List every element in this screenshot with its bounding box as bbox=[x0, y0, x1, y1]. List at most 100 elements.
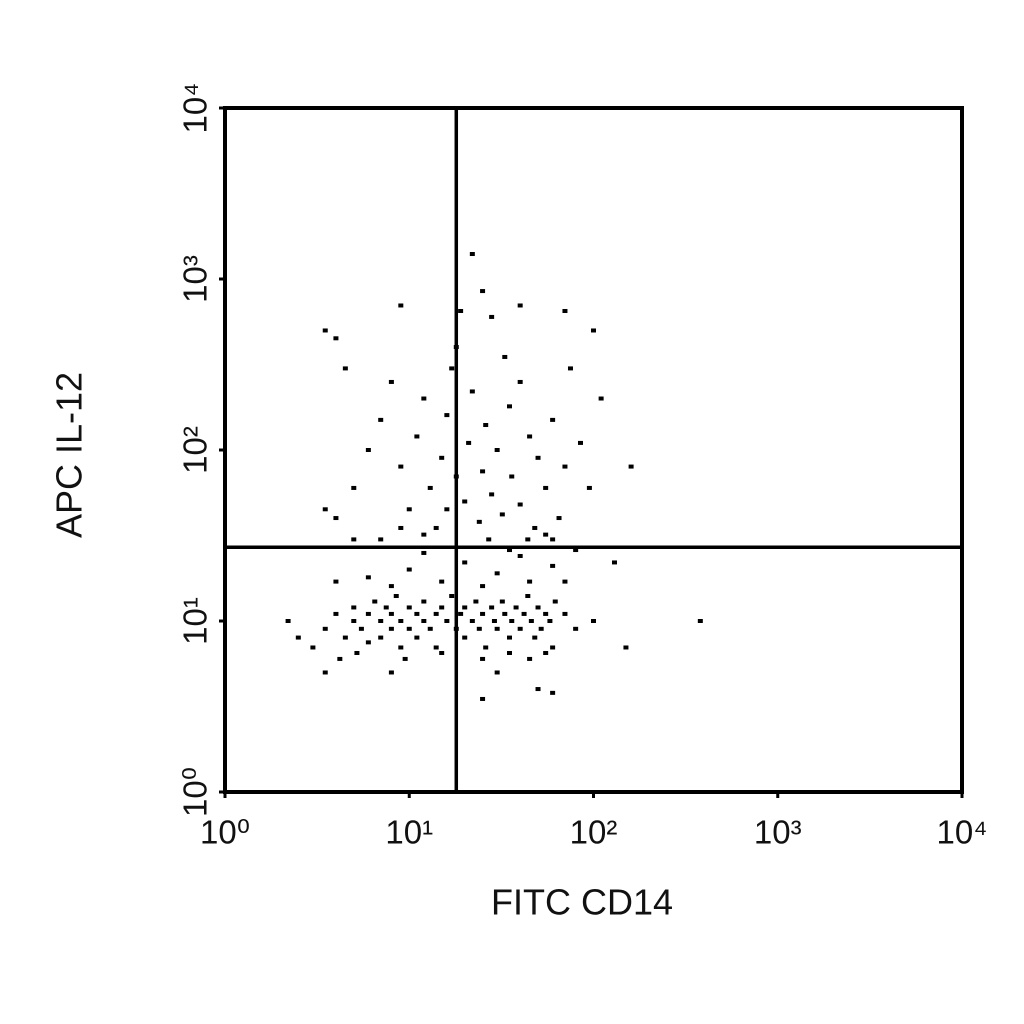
data-point bbox=[333, 336, 339, 341]
data-point bbox=[421, 619, 427, 623]
data-point bbox=[535, 687, 541, 692]
data-point bbox=[480, 656, 486, 661]
data-point bbox=[351, 537, 357, 542]
data-point bbox=[398, 619, 404, 623]
data-point bbox=[521, 611, 527, 616]
data-point bbox=[506, 635, 512, 640]
data-point bbox=[494, 571, 500, 576]
data-point bbox=[517, 379, 523, 384]
x-tick-label: 10³ bbox=[754, 814, 802, 851]
data-point bbox=[342, 366, 348, 371]
data-point bbox=[489, 605, 495, 610]
data-point bbox=[509, 474, 515, 479]
data-point bbox=[433, 611, 439, 616]
data-point bbox=[543, 485, 549, 490]
y-tick-label: 10⁰ bbox=[177, 767, 214, 817]
data-point bbox=[462, 605, 468, 610]
data-point bbox=[586, 485, 592, 490]
data-point bbox=[378, 417, 384, 422]
data-point bbox=[372, 599, 378, 604]
data-point bbox=[525, 594, 531, 599]
data-point bbox=[550, 690, 556, 695]
data-point bbox=[562, 464, 568, 469]
data-point bbox=[480, 584, 486, 589]
data-point bbox=[543, 611, 549, 616]
data-point bbox=[462, 635, 468, 640]
data-point bbox=[598, 396, 604, 401]
y-tick-label: 10⁴ bbox=[177, 83, 214, 134]
data-point bbox=[444, 619, 450, 623]
data-point bbox=[378, 619, 384, 623]
data-point bbox=[333, 516, 339, 521]
data-point bbox=[628, 464, 634, 469]
data-point bbox=[517, 553, 523, 558]
data-point bbox=[480, 611, 486, 616]
data-point bbox=[527, 434, 533, 439]
data-point bbox=[406, 567, 412, 572]
x-tick-label: 10² bbox=[570, 814, 618, 851]
data-point bbox=[499, 599, 505, 604]
data-point bbox=[476, 626, 482, 631]
y-tick-label: 10³ bbox=[177, 255, 214, 303]
y-tick-label: 10¹ bbox=[177, 597, 214, 645]
data-point bbox=[351, 605, 357, 610]
data-point bbox=[697, 619, 703, 623]
data-point bbox=[562, 611, 568, 616]
data-point bbox=[532, 635, 538, 640]
data-point bbox=[517, 303, 523, 308]
plot-frame bbox=[223, 106, 964, 794]
data-point bbox=[333, 579, 339, 584]
data-point bbox=[547, 619, 553, 623]
data-point bbox=[406, 626, 412, 631]
data-point bbox=[528, 619, 534, 623]
data-point bbox=[433, 645, 439, 650]
data-point bbox=[439, 605, 445, 610]
data-point bbox=[473, 599, 479, 604]
data-point bbox=[406, 507, 412, 512]
data-point bbox=[427, 485, 433, 490]
data-point bbox=[322, 507, 328, 512]
data-point bbox=[398, 303, 404, 308]
data-point bbox=[406, 605, 412, 610]
data-point bbox=[489, 314, 495, 319]
data-point bbox=[494, 670, 500, 675]
data-point bbox=[535, 605, 541, 610]
data-point bbox=[439, 455, 445, 460]
x-tick-label: 10⁰ bbox=[200, 814, 250, 851]
data-point bbox=[494, 626, 500, 631]
data-point bbox=[421, 532, 427, 537]
data-point bbox=[513, 605, 519, 610]
data-point bbox=[502, 354, 508, 359]
data-point bbox=[469, 252, 475, 257]
data-point bbox=[342, 635, 348, 640]
data-point bbox=[421, 396, 427, 401]
data-point bbox=[502, 611, 508, 616]
data-point bbox=[439, 650, 445, 655]
data-point bbox=[388, 584, 394, 589]
data-point bbox=[444, 507, 450, 512]
data-point bbox=[527, 579, 533, 584]
data-point bbox=[469, 619, 475, 623]
data-point bbox=[494, 448, 500, 452]
data-point bbox=[322, 328, 328, 333]
data-point bbox=[550, 537, 556, 542]
x-tick-label: 10¹ bbox=[385, 814, 433, 851]
data-point bbox=[402, 656, 408, 661]
data-point bbox=[365, 640, 371, 645]
data-point bbox=[517, 502, 523, 507]
data-point bbox=[480, 696, 486, 701]
y-tick-label: 10² bbox=[177, 426, 214, 474]
data-point bbox=[439, 579, 445, 584]
data-point bbox=[322, 670, 328, 675]
data-point bbox=[486, 537, 492, 542]
data-point bbox=[506, 650, 512, 655]
data-point bbox=[458, 308, 464, 313]
data-point bbox=[383, 605, 389, 610]
x-tick-label: 10⁴ bbox=[937, 814, 988, 851]
data-point bbox=[543, 532, 549, 537]
data-point bbox=[562, 579, 568, 584]
data-point bbox=[591, 328, 596, 333]
data-point bbox=[532, 525, 538, 530]
data-point bbox=[421, 550, 427, 555]
data-point bbox=[365, 448, 371, 452]
